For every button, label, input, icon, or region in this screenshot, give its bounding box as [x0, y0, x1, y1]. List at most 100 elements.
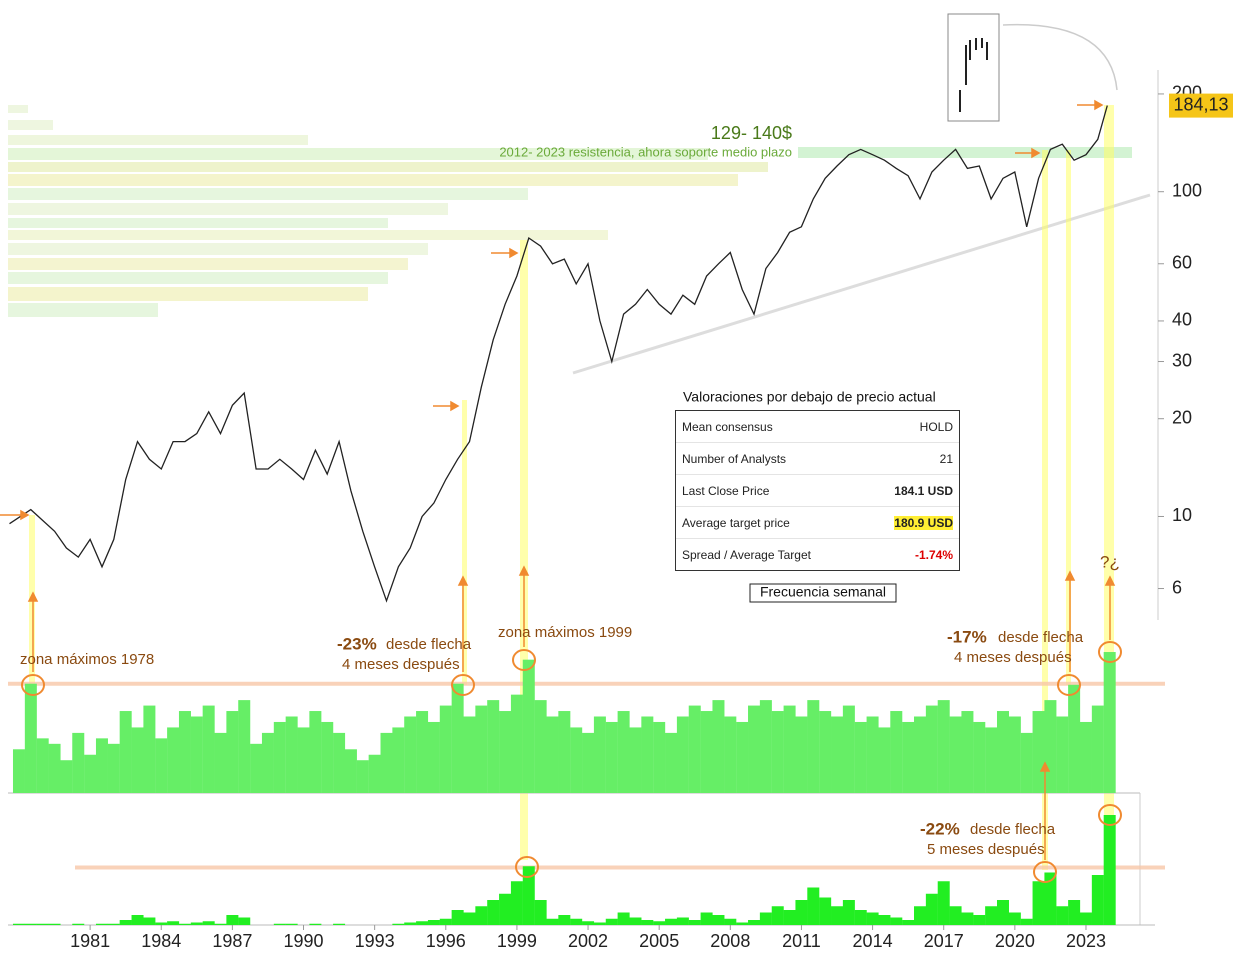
indicator-bar: [546, 918, 559, 925]
indicator-bar: [95, 738, 108, 793]
annotation: desde flecha: [970, 821, 1056, 838]
indicator-bar: [499, 711, 512, 793]
indicator-bar: [831, 716, 844, 793]
indicator-bar: [890, 711, 903, 793]
indicator-bar: [131, 727, 144, 793]
frequency-label: Frecuencia semanal: [760, 584, 886, 600]
table-row: Number of Analysts 21: [676, 443, 959, 475]
indicator-bar: [676, 716, 689, 793]
table-value: 184.1 USD: [894, 483, 953, 498]
indicator-bar: [949, 716, 962, 793]
indicator-bar: [404, 716, 417, 793]
indicator-bar: [510, 694, 523, 793]
indicator-bar: [143, 705, 156, 793]
indicator-bar: [878, 915, 891, 925]
indicator-bar: [985, 727, 998, 793]
indicator-bar: [759, 700, 772, 793]
indicator-bar: [819, 897, 832, 925]
indicator-bar: [12, 923, 25, 925]
annotation: ?¿: [1100, 552, 1120, 571]
y-tick-label: 60: [1172, 253, 1192, 273]
indicator-bar: [1032, 711, 1045, 793]
indicator-bar: [1068, 900, 1081, 925]
indicator-bar: [902, 920, 915, 925]
indicator-bar: [107, 923, 120, 925]
indicator-bar: [925, 893, 938, 925]
trend-line: [572, 193, 1151, 375]
indicator-bar: [700, 711, 713, 793]
indicator-bar: [807, 887, 820, 925]
indicator-bar: [36, 923, 49, 925]
x-tick-label: 2008: [710, 931, 750, 951]
annotation: 5 meses después: [927, 841, 1045, 858]
indicator-bar: [107, 743, 120, 793]
table-row: Mean consensus HOLD: [676, 411, 959, 443]
indicator-bar: [167, 921, 180, 925]
indicator-bar: [665, 732, 678, 793]
indicator-bar: [570, 918, 583, 925]
indicator-bar: [570, 727, 583, 793]
indicator-bar: [356, 760, 369, 793]
indicator-bar: [605, 721, 618, 793]
y-tick-label: 10: [1172, 505, 1192, 525]
frequency-box: [749, 583, 897, 603]
indicator-bar: [463, 716, 476, 793]
indicator-bar: [487, 700, 500, 793]
annotation: zona máximos 1999: [498, 624, 632, 641]
indicator-bar: [759, 912, 772, 925]
indicator-bar: [84, 754, 97, 793]
indicator-bar: [1056, 716, 1069, 793]
indicator-bar: [119, 711, 132, 793]
indicator-bar: [1020, 732, 1033, 793]
indicator-bar: [451, 683, 464, 793]
indicator-bar: [522, 659, 535, 793]
indicator-bar: [119, 920, 132, 925]
x-tick-label: 1984: [141, 931, 181, 951]
indicator-bar: [190, 922, 203, 925]
indicator-bar: [1044, 700, 1057, 793]
indicator-bar: [285, 716, 298, 793]
indicator-bar: [238, 917, 251, 925]
indicator-bar: [676, 917, 689, 925]
indicator-bar: [60, 760, 73, 793]
indicator-bar: [404, 922, 417, 925]
x-tick-label: 2002: [568, 931, 608, 951]
indicator-bar: [914, 716, 927, 793]
indicator-bar: [1103, 652, 1116, 793]
indicator-bar: [890, 917, 903, 925]
indicator-bar: [1079, 721, 1092, 793]
indicator-bar: [783, 705, 796, 793]
indicator-bar: [842, 900, 855, 925]
x-tick-label: 1990: [283, 931, 323, 951]
indicator-bar: [522, 866, 535, 925]
indicator-bar: [261, 732, 274, 793]
indicator-bar: [72, 923, 85, 925]
indicator-bar: [36, 738, 49, 793]
consensus-table: Mean consensus HOLD Number of Analysts 21 La…: [675, 410, 960, 571]
indicator-bar: [439, 918, 452, 925]
indicator-bar: [700, 912, 713, 925]
indicator-bar: [297, 727, 310, 793]
indicator-bar: [250, 743, 263, 793]
indicator-bar: [582, 732, 595, 793]
indicator-bar: [842, 705, 855, 793]
annotation: desde flecha: [998, 629, 1084, 646]
indicator-bar: [795, 716, 808, 793]
indicator-bar: [629, 917, 642, 925]
indicator-bar: [736, 721, 749, 793]
indicator-bar: [285, 923, 298, 925]
indicator-bar: [214, 732, 227, 793]
indicator-bar: [593, 716, 606, 793]
x-tick-label: 1999: [497, 931, 537, 951]
table-value: 180.9 USD: [894, 515, 953, 530]
indicator-bar: [736, 922, 749, 925]
zone-label: 129- 140$: [711, 123, 792, 143]
indicator-bar: [949, 906, 962, 925]
indicator-bar: [24, 683, 37, 793]
indicator-bar: [1103, 815, 1116, 925]
indicator-bar: [854, 910, 867, 925]
x-tick-label: 1993: [355, 931, 395, 951]
table-label: Spread / Average Target: [682, 547, 811, 562]
indicator-bar: [854, 721, 867, 793]
